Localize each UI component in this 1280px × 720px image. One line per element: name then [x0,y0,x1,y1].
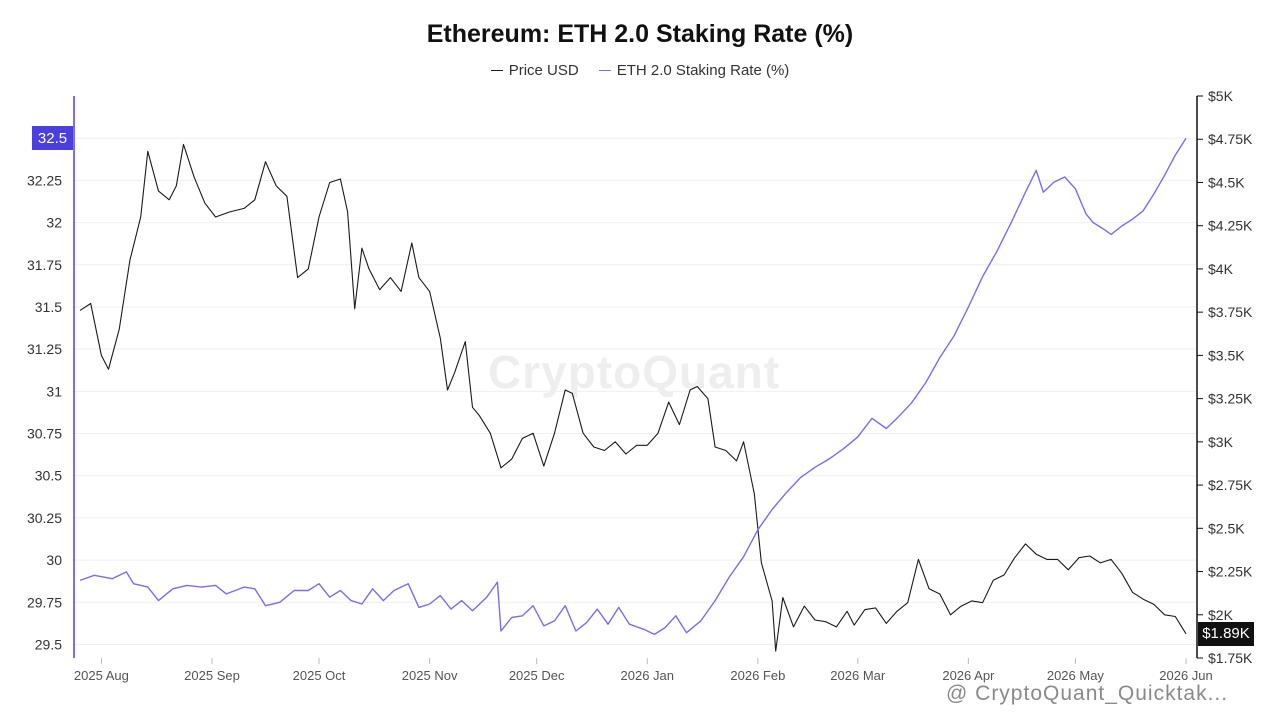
y-right-tick-label: $4K [1208,261,1234,277]
x-tick-label: 2026 Apr [942,668,995,683]
legend-item-staking[interactable]: ETH 2.0 Staking Rate (%) [598,62,790,79]
y-left-tick-label: 32.25 [27,172,62,188]
x-tick-label: 2025 Sep [184,668,240,683]
x-tick-label: 2026 Jan [621,668,675,683]
legend-label-price: Price USD [508,62,579,79]
y-left-tick-label: 29.5 [35,636,62,652]
x-tick-label: 2026 Feb [730,668,785,683]
y-right-tick-label: $3K [1208,434,1234,450]
y-right-tick-label: $2K [1208,607,1234,623]
y-right-tick-label: $2.5K [1208,520,1245,536]
x-tick-label: 2026 Mar [830,668,886,683]
x-tick-label: 2025 Nov [402,668,458,683]
legend-swatch-staking [598,70,611,71]
x-tick-label: 2025 Aug [74,668,129,683]
left-axis-max-badge: 32.5 [32,126,73,151]
y-left-tick-label: 31.25 [27,341,62,357]
y-right-tick-label: $4.25K [1208,218,1253,234]
y-right-tick-label: $1.75K [1208,650,1253,666]
x-tick-label: 2026 May [1047,668,1105,683]
x-tick-label: 2025 Oct [293,668,346,683]
y-right-tick-label: $4.75K [1208,131,1253,147]
y-left-tick-label: 31.75 [27,257,62,273]
y-left-tick-label: 29.75 [27,594,62,610]
footer-credit: @ CryptoQuant_Quicktak... [946,682,1229,705]
latest-price-badge: $1.89K [1198,621,1254,646]
x-tick-label: 2026 Jun [1159,668,1213,683]
y-left-tick-label: 30 [46,552,62,568]
y-left-tick-label: 32 [46,215,62,231]
y-right-tick-label: $3.25K [1208,391,1253,407]
legend-item-price[interactable]: Price USD [490,62,579,79]
y-right-tick-label: $3.75K [1208,304,1253,320]
chart-title: Ethereum: ETH 2.0 Staking Rate (%) [426,20,854,48]
y-left-tick-label: 31 [46,383,62,399]
y-left-tick-label: 30.5 [35,468,62,484]
legend: Price USD ETH 2.0 Staking Rate (%) [0,62,1280,79]
y-left-tick-label: 30.25 [27,510,62,526]
y-left-tick-label: 31.5 [35,299,62,315]
staking-rate-line [79,137,1187,636]
y-right-tick-label: $5K [1208,88,1234,104]
y-left-tick-label: 30.75 [27,426,62,442]
y-right-tick-label: $3.5K [1208,347,1245,363]
y-right-tick-label: $2.25K [1208,564,1253,580]
x-tick-label: 2025 Dec [509,668,565,683]
y-right-tick-label: $2.75K [1208,477,1253,493]
legend-swatch-price [490,70,503,71]
price-usd-line [79,143,1187,652]
legend-label-staking: ETH 2.0 Staking Rate (%) [616,62,790,79]
y-right-tick-label: $4.5K [1208,174,1245,190]
